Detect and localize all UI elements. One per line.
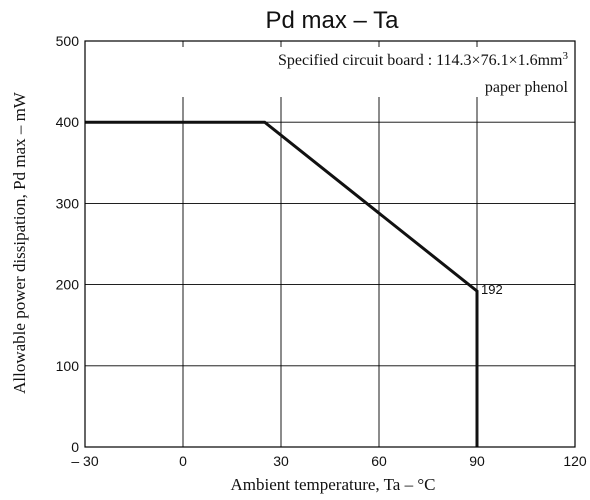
y-axis-label: Allowable power dissipation, Pd max – mW [10, 91, 29, 394]
y-tick-label: 300 [56, 195, 80, 211]
y-tick-label: 500 [56, 33, 80, 49]
x-tick-label: 90 [469, 453, 485, 469]
x-axis-label: Ambient temperature, Ta – °C [231, 475, 436, 494]
derating-curve [85, 120, 479, 447]
y-tick-label: 400 [56, 114, 80, 130]
note-line-2: paper phenol [485, 79, 569, 96]
grid [85, 41, 575, 447]
x-tick-label: 120 [563, 453, 587, 469]
x-tick-label: 0 [179, 453, 187, 469]
x-tick-label: – 30 [71, 453, 98, 469]
annotations: 192 [481, 282, 503, 297]
plot-frame [84, 40, 576, 448]
x-tick-label: 30 [273, 453, 289, 469]
x-tick-label: 60 [371, 453, 387, 469]
data-label: 192 [481, 282, 503, 297]
chart-title: Pd max – Ta [266, 7, 400, 34]
series-layer [85, 120, 479, 447]
circuit-board-note: Specified circuit board : 114.3×76.1×1.6… [176, 47, 572, 97]
y-tick-label: 200 [56, 277, 80, 293]
y-tick-labels: 0 100 200 300 400 500 [56, 33, 80, 455]
y-tick-label: 100 [56, 358, 80, 374]
y-tick-label: 0 [71, 439, 79, 455]
note-line-1: Specified circuit board : 114.3×76.1×1.6… [278, 50, 569, 69]
x-tick-labels: – 30 0 30 60 90 120 [71, 453, 587, 469]
